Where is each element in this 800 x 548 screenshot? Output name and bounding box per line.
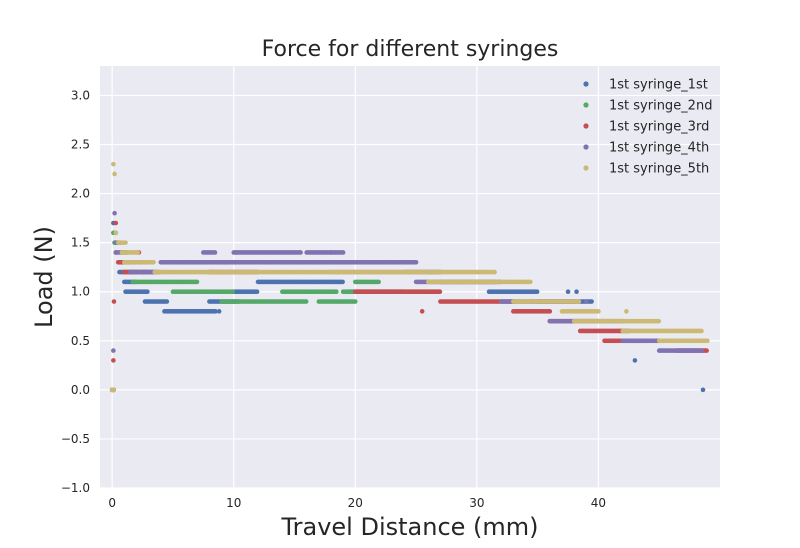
legend-item: 1st syringe_1st [583,78,708,93]
y-tick-label: −0.5 [61,432,90,446]
y-tick-label: 3.0 [71,88,90,102]
data-point [589,299,594,304]
y-tick-label: 2.0 [71,187,90,201]
legend-marker [583,102,589,108]
legend-marker [583,165,589,171]
data-point [111,358,116,363]
legend-marker [583,144,589,150]
data-point [352,299,358,304]
data-point [111,299,117,304]
data-point [699,348,704,353]
data-point [213,309,218,314]
y-tick-label: −1.0 [61,481,90,495]
data-point [145,289,150,295]
legend-item: 1st syringe_2nd [583,99,712,114]
legend-item: 1st syringe_4th [583,141,709,156]
y-tick-label: 1.0 [71,285,90,299]
x-tick-label: 10 [226,496,241,510]
data-point [164,299,170,304]
legend-label: 1st syringe_4th [609,141,709,156]
data-point [492,269,497,275]
legend-label: 1st syringe_5th [609,162,709,177]
data-point [424,269,430,275]
data-point [111,161,116,167]
legend-item: 1st syringe_5th [583,162,709,177]
data-point [596,309,601,314]
data-point [216,309,222,314]
y-tick-label: 0.5 [71,334,90,348]
legend-item: 1st syringe_3rd [583,120,709,135]
data-point [624,309,629,314]
data-point [334,289,339,295]
data-point [212,250,218,255]
legend-marker [583,81,589,87]
data-point [113,230,119,236]
y-tick-label: 2.5 [71,138,90,152]
data-point [705,338,710,344]
data-point [151,259,156,265]
data-point [632,358,638,363]
x-tick-label: 0 [108,496,116,510]
data-point [230,289,236,295]
series-5 [109,161,710,393]
data-point [376,279,381,285]
data-point [574,289,579,295]
data-point [135,250,141,255]
data-point [112,210,117,216]
y-tick-label: 1.5 [71,236,90,250]
data-point [528,279,533,285]
data-point [413,259,419,265]
grid-lines [100,66,720,489]
plot-area [100,66,720,488]
legend: 1st syringe_1st 1st syringe_2nd 1st syring… [583,78,712,177]
data-point [700,387,706,393]
data-point [656,318,662,324]
data-point [328,250,334,255]
data-point [112,171,117,177]
data-point [113,220,119,226]
legend-label: 1st syringe_3rd [609,120,709,135]
x-tick-label: 40 [591,496,606,510]
data-point [254,289,260,295]
y-tick-label: 0.0 [71,383,90,397]
data-point [111,348,116,353]
data-point [340,279,345,285]
data-point [340,250,346,255]
data-point [419,309,425,314]
data-point [194,279,200,285]
x-tick-label: 20 [348,496,363,510]
data-point [437,289,443,295]
data-point [124,250,130,255]
x-tick-label: 30 [469,496,484,510]
data-point [583,299,589,304]
x-tick-labels: 0 10 20 30 40 [108,496,606,510]
data-point [298,250,303,255]
legend-marker [583,123,589,129]
data-point [565,289,571,295]
x-axis-label: Travel Distance (mm) [280,513,538,541]
legend-label: 1st syringe_1st [609,78,708,93]
data-point [534,289,540,295]
y-tick-labels: −1.0 −0.5 0.0 0.5 1.0 1.5 2.0 2.5 3.0 [61,88,90,495]
data-point [547,309,553,314]
data-point [111,387,116,393]
data-point [576,299,582,304]
legend-label: 1st syringe_2nd [609,99,712,114]
chart-title: Force for different syringes [262,37,559,62]
y-axis-label: Load (N) [30,226,58,328]
data-point [704,348,709,353]
data-point [233,250,239,255]
data-point [303,299,309,304]
data-points [109,161,710,393]
data-point [699,328,704,334]
data-point [123,240,128,245]
